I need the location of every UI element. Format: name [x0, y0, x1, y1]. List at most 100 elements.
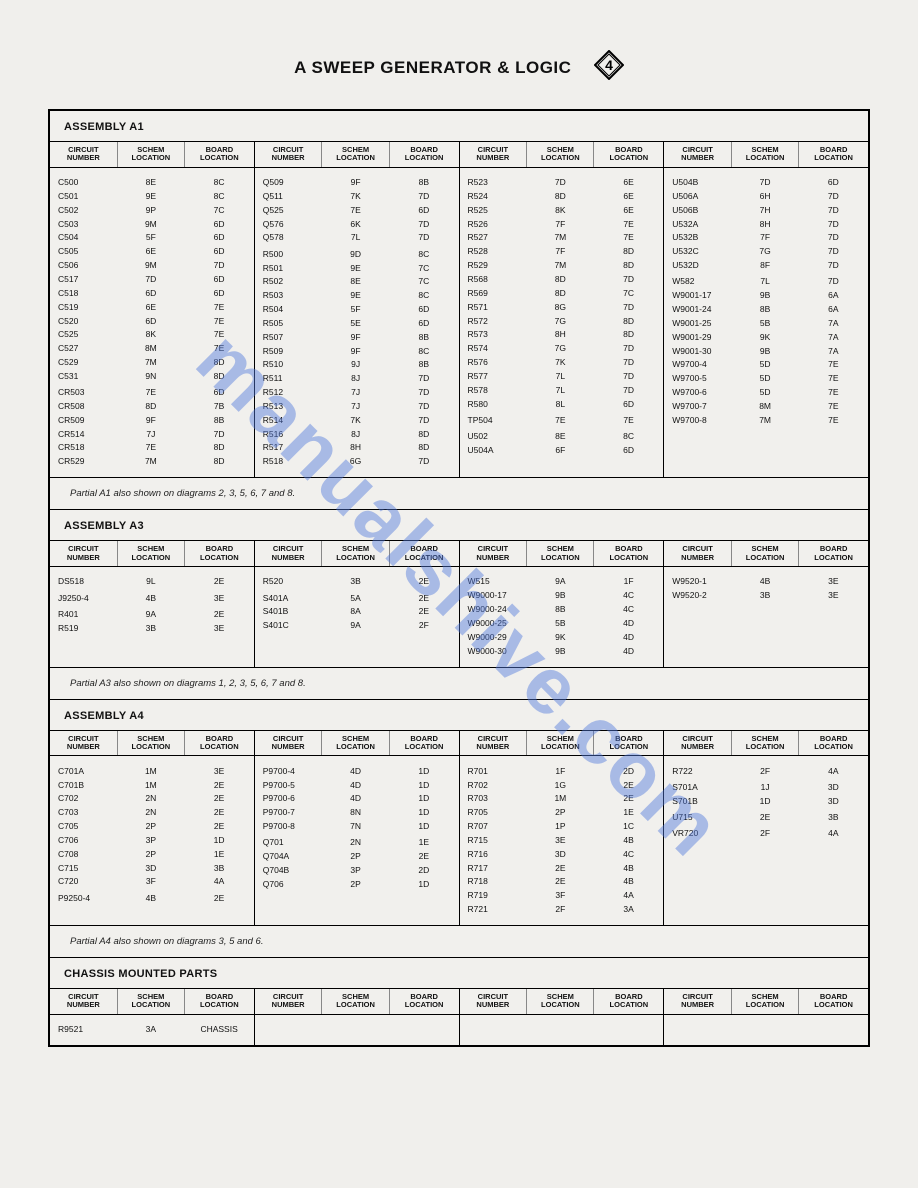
- table-row: R5747G7D: [460, 342, 664, 356]
- circuit-number: C504: [50, 231, 117, 245]
- circuit-number: W9000-30: [460, 644, 527, 658]
- schem-location: 9D: [322, 247, 389, 261]
- circuit-number: U504A: [460, 444, 527, 458]
- table-row: C5278M7E: [50, 342, 254, 356]
- table-row: C7063P1D: [50, 834, 254, 848]
- schem-location: 5E: [322, 317, 389, 331]
- circuit-number: U504B: [664, 176, 731, 190]
- table-row: U7152E3B: [664, 811, 868, 825]
- col-header-schem: SCHEMLOCATION: [731, 731, 798, 756]
- schem-location: 6D: [117, 314, 184, 328]
- schem-location: 4B: [731, 575, 798, 589]
- table-row: R5203B2E: [255, 575, 459, 589]
- schem-location: 8E: [117, 176, 184, 190]
- schem-location: 8L: [527, 397, 594, 411]
- table-row: P9700-64D1D: [255, 792, 459, 806]
- table-row: U504B7D6D: [664, 176, 868, 190]
- table-row: CR5037E6D: [50, 386, 254, 400]
- table-row: W9700-65D7E: [664, 386, 868, 400]
- circuit-number: TP504: [460, 414, 527, 428]
- board-location: 7E: [799, 386, 868, 400]
- board-location: 7D: [799, 275, 868, 289]
- table-row: W9700-87M7E: [664, 414, 868, 428]
- schem-location: 8E: [527, 430, 594, 444]
- board-location: 7A: [799, 331, 868, 345]
- schem-location: 6G: [322, 455, 389, 469]
- schem-location: 7J: [117, 427, 184, 441]
- circuit-number: C703: [50, 806, 117, 820]
- table-row: R95213ACHASSIS: [50, 1023, 254, 1037]
- circuit-number: R503: [255, 289, 322, 303]
- table-row: R5237D6E: [460, 176, 664, 190]
- table-row: Q704A2P2E: [255, 850, 459, 864]
- schem-location: 9B: [731, 344, 798, 358]
- circuit-number: P9700-8: [255, 820, 322, 834]
- circuit-number: U532C: [664, 245, 731, 259]
- board-location: 6A: [799, 303, 868, 317]
- schem-location: 5A: [322, 591, 389, 605]
- table-row: C5258K7E: [50, 328, 254, 342]
- circuit-number: P9700-7: [255, 806, 322, 820]
- column-group: CIRCUITNUMBERSCHEMLOCATIONBOARDLOCATIONR…: [664, 731, 868, 926]
- col-header-schem: SCHEMLOCATION: [527, 989, 594, 1014]
- circuit-number: R573: [460, 328, 527, 342]
- board-location: 7D: [184, 427, 253, 441]
- schem-location: 1M: [527, 792, 594, 806]
- board-location: 8D: [594, 314, 663, 328]
- section-title: ASSEMBLY A3: [50, 510, 868, 540]
- column-group: CIRCUITNUMBERSCHEMLOCATIONBOARDLOCATION: [460, 989, 665, 1045]
- col-header-circuit: CIRCUITNUMBER: [50, 989, 117, 1014]
- circuit-number: R501: [255, 261, 322, 275]
- circuit-number: R577: [460, 370, 527, 384]
- schem-location: 2N: [322, 836, 389, 850]
- table-row: W9001-309B7A: [664, 344, 868, 358]
- table-row: W9520-23B3E: [664, 589, 868, 603]
- data-table: CIRCUITNUMBERSCHEMLOCATIONBOARDLOCATIONR…: [255, 541, 459, 641]
- table-row: R5079F8B: [255, 331, 459, 345]
- col-header-circuit: CIRCUITNUMBER: [255, 142, 322, 167]
- circuit-number: Q511: [255, 190, 322, 204]
- circuit-number: W9001-29: [664, 331, 731, 345]
- board-location: 2E: [389, 850, 458, 864]
- schem-location: 9M: [117, 217, 184, 231]
- circuit-number: C527: [50, 342, 117, 356]
- board-location: 7D: [799, 204, 868, 218]
- table-row: C5186D6D: [50, 287, 254, 301]
- schem-location: 8A: [322, 605, 389, 619]
- schem-location: 3E: [527, 834, 594, 848]
- table-row: Q7062P1D: [255, 878, 459, 892]
- board-location: 7C: [389, 261, 458, 275]
- circuit-number: S401B: [255, 605, 322, 619]
- circuit-number: R721: [460, 903, 527, 917]
- board-location: 7D: [594, 370, 663, 384]
- schem-location: 2N: [117, 792, 184, 806]
- schem-location: 6E: [117, 300, 184, 314]
- col-header-board: BOARDLOCATION: [184, 541, 253, 566]
- schem-location: 7J: [322, 386, 389, 400]
- table-row: S701B1D3D: [664, 795, 868, 809]
- col-header-circuit: CIRCUITNUMBER: [255, 541, 322, 566]
- table-row: R5287F8D: [460, 245, 664, 259]
- col-header-schem: SCHEMLOCATION: [117, 731, 184, 756]
- section-note: Partial A4 also shown on diagrams 3, 5 a…: [50, 926, 868, 957]
- board-location: 2E: [389, 605, 458, 619]
- col-header-board: BOARDLOCATION: [594, 731, 663, 756]
- column-group: CIRCUITNUMBERSCHEMLOCATIONBOARDLOCATIONR…: [460, 142, 665, 477]
- board-location: 7E: [184, 300, 253, 314]
- circuit-number: W9000-25: [460, 617, 527, 631]
- board-location: 1D: [389, 806, 458, 820]
- table-row: R5147K7D: [255, 414, 459, 428]
- col-header-circuit: CIRCUITNUMBER: [460, 142, 527, 167]
- table-row: U504A6F6D: [460, 444, 664, 458]
- schem-location: 7F: [527, 217, 594, 231]
- schem-location: 4D: [322, 792, 389, 806]
- circuit-number: W515: [460, 575, 527, 589]
- circuit-number: J9250-4: [50, 591, 117, 605]
- schem-location: 8F: [731, 259, 798, 273]
- board-location: 7D: [389, 372, 458, 386]
- schem-location: 6H: [731, 190, 798, 204]
- col-header-circuit: CIRCUITNUMBER: [460, 541, 527, 566]
- board-location: 8D: [594, 259, 663, 273]
- table-row: R7071P1C: [460, 820, 664, 834]
- schem-location: 9F: [322, 344, 389, 358]
